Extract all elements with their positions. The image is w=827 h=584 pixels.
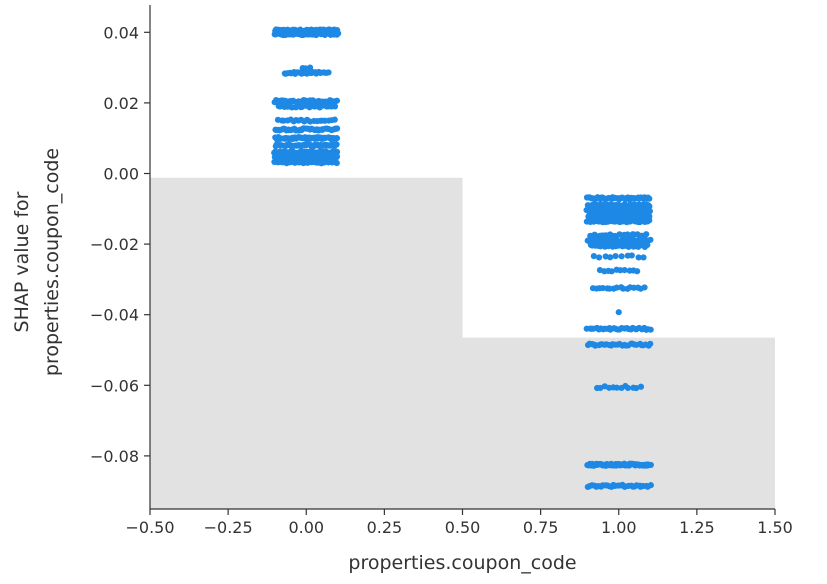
scatter-point — [607, 254, 614, 261]
scatter-point — [331, 116, 338, 123]
scatter-point — [613, 384, 620, 391]
scatter-point — [621, 267, 628, 274]
scatter-point — [647, 236, 654, 243]
x-tick-label: 0.25 — [367, 518, 403, 537]
y-tick-label: 0.04 — [103, 23, 139, 42]
scatter-point — [635, 254, 642, 261]
scatter-point — [590, 253, 597, 260]
y-tick-label: −0.08 — [90, 447, 139, 466]
y-axis-title-line-1: SHAP value for — [11, 191, 33, 332]
scatter-point — [595, 254, 603, 261]
scatter-point — [641, 284, 648, 291]
scatter-point — [643, 231, 650, 238]
scatter-point — [334, 125, 341, 132]
scatter-point — [302, 65, 309, 72]
y-tick-label: 0.02 — [103, 94, 139, 113]
scatter-point — [646, 217, 653, 224]
scatter-point — [333, 135, 341, 142]
scatter-point — [647, 326, 654, 333]
scatter-point — [637, 383, 645, 390]
x-tick-label: 0.00 — [288, 518, 324, 537]
scatter-point — [620, 285, 627, 292]
scatter-point — [608, 268, 615, 275]
scatter-point — [647, 461, 654, 469]
y-tick-label: −0.02 — [90, 235, 139, 254]
x-tick-label: −0.50 — [125, 518, 174, 537]
scatter-point — [634, 268, 641, 275]
scatter-point — [335, 30, 342, 37]
histogram-bar-2 — [462, 337, 775, 509]
scatter-point — [333, 153, 341, 160]
scatter-point — [624, 384, 632, 392]
scatter-point — [613, 284, 620, 291]
y-tick-label: 0.00 — [103, 165, 139, 184]
x-tick-label: −0.25 — [204, 518, 253, 537]
scatter-point — [633, 384, 640, 392]
scatter-point — [612, 252, 619, 260]
x-tick-label: 1.25 — [679, 518, 715, 537]
x-tick-label: 0.50 — [445, 518, 481, 537]
histogram-bar-1 — [150, 177, 463, 509]
histogram-layer — [150, 177, 775, 509]
x-tick-label: 1.50 — [757, 518, 793, 537]
y-tick-label: −0.06 — [90, 376, 139, 395]
scatter-point — [306, 64, 314, 71]
x-tick-label: 1.00 — [601, 518, 637, 537]
y-tick-label: −0.04 — [90, 306, 139, 325]
scatter-point — [646, 195, 653, 202]
x-tick-label: 0.75 — [523, 518, 559, 537]
y-axis-title-line-2: properties.coupon_code — [41, 148, 63, 376]
scatter-point — [331, 103, 339, 110]
scatter-point — [333, 97, 341, 104]
scatter-point — [333, 159, 340, 167]
scatter-point — [333, 141, 340, 148]
scatter-point — [647, 340, 654, 347]
scatter-point — [325, 69, 332, 76]
scatter-point — [333, 148, 341, 156]
scatter-point — [618, 253, 625, 260]
x-axis-title: properties.coupon_code — [348, 552, 576, 574]
scatter-points — [271, 26, 654, 491]
x-axis-ticks: −0.50 −0.25 0.00 0.25 0.50 0.75 1.00 1.25 1.50 — [125, 509, 793, 537]
scatter-point — [599, 284, 606, 292]
scatter-point — [628, 252, 635, 259]
scatter-point — [640, 254, 647, 261]
scatter-point — [615, 309, 622, 316]
scatter-point — [647, 482, 654, 489]
scatter-point — [644, 241, 651, 249]
y-axis-ticks: 0.04 0.02 0.00 −0.02 −0.04 −0.06 −0.08 — [90, 23, 150, 466]
